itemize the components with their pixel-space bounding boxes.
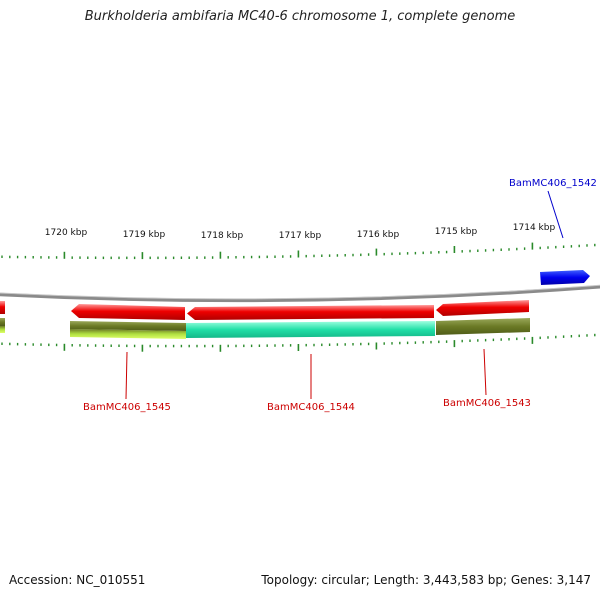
scale-label: 1714 kbp [513,223,556,233]
feature-band-edge-lime [0,326,5,333]
gene-arrow-bammc406-1543[interactable] [436,300,529,316]
gene-arrow-bammc406-1545[interactable] [71,304,185,320]
feature-band-olive-left [70,321,186,331]
accession-text: Accession: NC_010551 [9,573,146,587]
genome-summary-text: Topology: circular; Length: 3,443,583 bp… [261,573,591,587]
feature-band-olive-right [436,318,530,335]
chromosome-backbone [0,284,600,303]
scale-label: 1720 kbp [45,228,88,238]
gene-label-bammc406-1545[interactable]: BamMC406_1545 [83,402,171,413]
map-title: Burkholderia ambifaria MC40-6 chromosome… [84,9,516,24]
gene-label-bammc406-1543[interactable]: BamMC406_1543 [443,398,531,409]
gene-arrow-bammc406-1542[interactable] [540,270,590,285]
gene-arrow-bammc406-1544[interactable] [187,305,434,320]
scale-ticks-inner [1,333,596,352]
leader-line-bammc406-1542 [547,190,564,239]
scale-label: 1716 kbp [357,230,400,240]
scale-label: 1718 kbp [201,231,244,241]
gene-label-bammc406-1542[interactable]: BamMC406_1542 [509,178,597,189]
feature-band-lime-left [70,329,186,339]
scale-ticks-outer [1,242,596,260]
scale-label: 1717 kbp [279,231,322,241]
scale-label: 1715 kbp [435,227,478,237]
gene-arrow-left-edge [0,301,5,314]
feature-band-teal [186,321,435,338]
leader-line-bammc406-1545 [125,351,128,400]
scale-label: 1719 kbp [123,230,166,240]
gene-label-bammc406-1544[interactable]: BamMC406_1544 [267,402,355,413]
feature-band-edge-olive [0,318,5,326]
scale-labels: 1720 kbp 1719 kbp 1718 kbp 1717 kbp 1716… [45,223,556,241]
leader-line-bammc406-1543 [483,348,487,396]
